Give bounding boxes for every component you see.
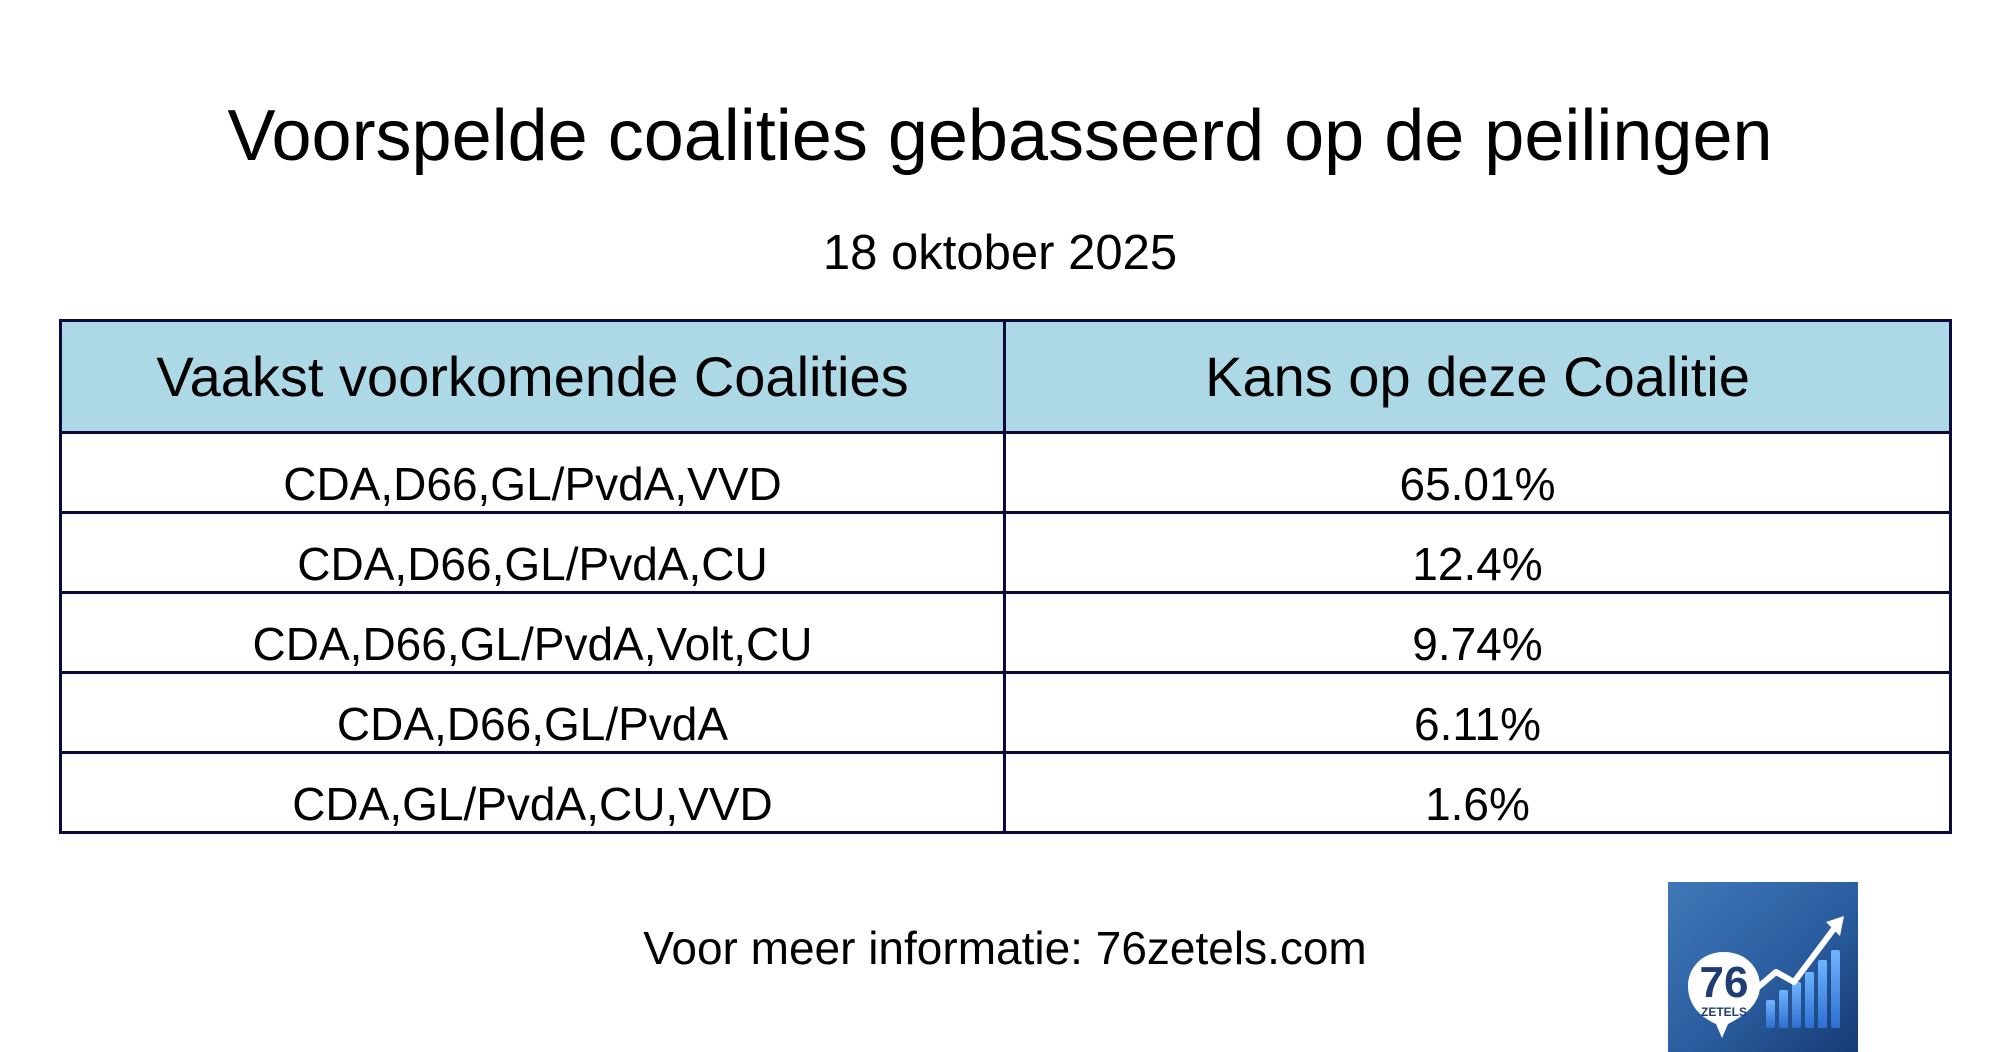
coalition-table: Vaakst voorkomende Coalities Kans op dez… [59,319,1952,834]
chance-cell: 1.6% [1003,751,1952,834]
location-pin-icon [1688,952,1760,1038]
logo-word: ZETELS [1701,1005,1747,1019]
coalition-name: CDA,D66,GL/PvdA,Volt,CU [252,618,813,670]
coalition-cell: CDA,D66,GL/PvdA,VVD [59,431,1006,514]
table-row: CDA,D66,GL/PvdA,Volt,CU 9.74% [59,591,1952,674]
chance-cell: 9.74% [1003,591,1952,674]
table-row: CDA,D66,GL/PvdA,VVD 65.01% [59,431,1952,514]
coalition-name: CDA,D66,GL/PvdA [336,698,729,750]
chance-cell: 12.4% [1003,511,1952,594]
column-header-chance: Kans op deze Coalitie [1003,319,1952,434]
bar-chart-arrow-icon [1747,916,1844,1028]
table-header-row: Vaakst voorkomende Coalities Kans op dez… [59,319,1952,434]
coalition-chance: 12.4% [1412,538,1543,590]
coalition-cell: CDA,D66,GL/PvdA,Volt,CU [59,591,1006,674]
coalition-chance: 9.74% [1412,618,1543,670]
coalition-chance: 1.6% [1425,778,1530,830]
column-header-coalitions: Vaakst voorkomende Coalities [59,319,1006,434]
page-title: Voorspelde coalities gebasseerd op de pe… [227,96,1773,176]
coalition-cell: CDA,D66,GL/PvdA [59,671,1006,754]
coalition-cell: CDA,GL/PvdA,CU,VVD [59,751,1006,834]
table-row: CDA,D66,GL/PvdA 6.11% [59,671,1952,754]
coalition-name: CDA,GL/PvdA,CU,VVD [292,778,773,830]
table-row: CDA,GL/PvdA,CU,VVD 1.6% [59,751,1952,834]
coalition-name: CDA,D66,GL/PvdA,VVD [283,458,782,510]
logo-number: 76 [1700,958,1749,1007]
report-date: 18 oktober 2025 [822,226,1178,280]
chance-cell: 65.01% [1003,431,1952,514]
coalition-name: CDA,D66,GL/PvdA,CU [297,538,768,590]
coalition-chance: 6.11% [1413,698,1542,750]
coalition-cell: CDA,D66,GL/PvdA,CU [59,511,1006,594]
footer-info-text: Voor meer informatie: 76zetels.com [643,922,1367,974]
coalition-chance: 65.01% [1399,458,1556,510]
coalition-table-container: Vaakst voorkomende Coalities Kans op dez… [59,319,1952,834]
chance-cell: 6.11% [1003,671,1952,754]
76zetels-logo: 76 ZETELS [1668,882,1858,1052]
table-row: CDA,D66,GL/PvdA,CU 12.4% [59,511,1952,594]
